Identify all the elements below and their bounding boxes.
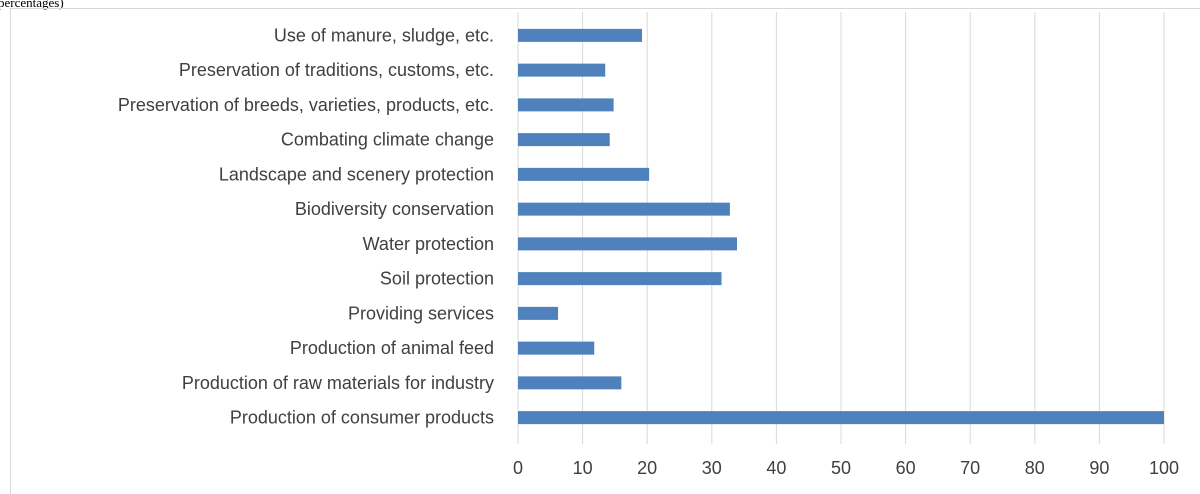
x-tick-label: 10 bbox=[573, 458, 593, 478]
chart-area-border bbox=[10, 8, 1200, 494]
bar bbox=[518, 341, 595, 355]
category-label: Landscape and scenery protection bbox=[219, 164, 494, 184]
category-label: Combating climate change bbox=[281, 130, 494, 150]
category-label: Soil protection bbox=[380, 269, 494, 289]
bar bbox=[518, 376, 622, 390]
category-labels: Use of manure, sludge, etc. Preservation … bbox=[118, 25, 494, 427]
bar bbox=[518, 202, 730, 216]
bar bbox=[518, 272, 722, 286]
x-tick-label: 40 bbox=[766, 458, 786, 478]
category-label: Production of animal feed bbox=[290, 338, 494, 358]
category-label: Production of consumer products bbox=[230, 408, 494, 428]
x-tick-labels: 0 10 20 30 40 50 60 70 80 90 100 bbox=[513, 458, 1179, 478]
category-label: Use of manure, sludge, etc. bbox=[274, 25, 494, 45]
x-tick-label: 60 bbox=[896, 458, 916, 478]
bar bbox=[518, 98, 614, 112]
category-label: Providing services bbox=[348, 303, 494, 323]
category-label: Biodiversity conservation bbox=[295, 199, 494, 219]
bar bbox=[518, 306, 559, 320]
x-tick-label: 100 bbox=[1149, 458, 1179, 478]
bar bbox=[518, 237, 737, 251]
caption-fragment: percentages) bbox=[0, 0, 64, 10]
category-label: Production of raw materials for industry bbox=[182, 373, 494, 393]
gridlines bbox=[517, 12, 1165, 444]
x-tick-label: 70 bbox=[960, 458, 980, 478]
x-tick-label: 50 bbox=[831, 458, 851, 478]
x-tick-label: 90 bbox=[1089, 458, 1109, 478]
bars bbox=[518, 28, 1164, 425]
bar bbox=[518, 167, 650, 181]
bar bbox=[518, 133, 610, 147]
category-label: Preservation of breeds, varieties, produ… bbox=[118, 95, 494, 115]
x-tick-label: 80 bbox=[1025, 458, 1045, 478]
category-label: Preservation of traditions, customs, etc… bbox=[179, 60, 494, 80]
bar bbox=[518, 63, 606, 77]
category-label: Water protection bbox=[363, 234, 494, 254]
x-tick-label: 0 bbox=[513, 458, 523, 478]
bar bbox=[518, 28, 643, 42]
bar bbox=[518, 411, 1164, 425]
x-tick-label: 30 bbox=[702, 458, 722, 478]
x-tick-label: 20 bbox=[637, 458, 657, 478]
